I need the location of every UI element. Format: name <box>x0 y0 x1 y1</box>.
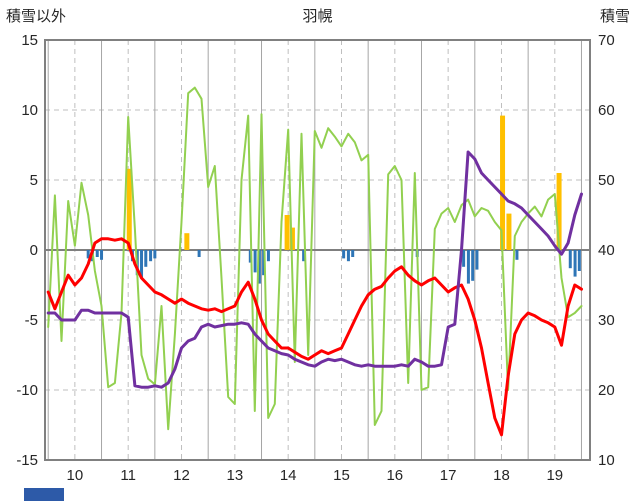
left-tick-label: 0 <box>30 242 38 259</box>
left-tick-label: 10 <box>21 102 38 119</box>
left-axis-title: 積雪以外 <box>6 8 67 25</box>
blue-bar <box>515 250 519 260</box>
blue-bar <box>140 250 144 278</box>
blue-bar <box>475 250 479 270</box>
blue-bar <box>257 250 261 284</box>
blue-bar <box>100 250 104 260</box>
red-line <box>46 237 583 437</box>
left-tick-label: -15 <box>16 452 38 469</box>
blue-bar <box>95 250 99 257</box>
x-tick-label: 17 <box>440 467 457 484</box>
left-tick-label: -5 <box>25 312 38 329</box>
orange-bar <box>289 227 295 250</box>
x-tick-label: 10 <box>67 467 84 484</box>
right-tick-label: 40 <box>598 242 615 259</box>
blue-bar <box>266 250 270 262</box>
orange-bar <box>284 215 290 250</box>
bottom-left-blue-fragment <box>24 488 64 501</box>
blue-bar <box>302 250 306 262</box>
orange-bar <box>556 173 562 250</box>
blue-bar <box>346 250 350 262</box>
orange-bar <box>184 233 190 250</box>
right-tick-label: 20 <box>598 382 615 399</box>
right-tick-label: 70 <box>598 32 615 49</box>
x-tick-label: 16 <box>386 467 403 484</box>
orange-bar <box>506 213 512 250</box>
blue-bar <box>262 250 266 276</box>
blue-bar <box>351 250 355 257</box>
orange-bar <box>126 168 132 250</box>
x-tick-label: 15 <box>333 467 350 484</box>
x-tick-label: 12 <box>173 467 190 484</box>
blue-bar <box>342 250 346 259</box>
blue-bar <box>197 250 201 257</box>
x-tick-label: 14 <box>280 467 297 484</box>
left-tick-label: 15 <box>21 32 38 49</box>
right-tick-label: 50 <box>598 172 615 189</box>
orange-bar <box>500 115 506 250</box>
purple-line <box>46 150 583 389</box>
right-tick-label: 30 <box>598 312 615 329</box>
x-tick-label: 19 <box>546 467 563 484</box>
blue-bar <box>471 250 475 281</box>
x-tick-label: 18 <box>493 467 510 484</box>
x-tick-label: 11 <box>120 467 136 484</box>
x-tick-label: 13 <box>226 467 243 484</box>
plot-border <box>44 39 591 461</box>
blue-bar <box>462 250 466 267</box>
blue-bar <box>248 250 252 263</box>
right-tick-label: 10 <box>598 452 615 469</box>
blue-bar <box>149 250 153 262</box>
chart-title: 羽幌 <box>302 8 333 25</box>
right-tick-label: 60 <box>598 102 615 119</box>
blue-bar <box>253 250 257 273</box>
blue-bar <box>86 250 90 259</box>
left-tick-label: 5 <box>30 172 38 189</box>
blue-bar <box>568 250 572 269</box>
blue-bar <box>153 250 157 259</box>
blue-bar <box>466 250 470 284</box>
left-tick-label: -10 <box>16 382 38 399</box>
blue-bar <box>577 250 581 271</box>
blue-bar <box>144 250 148 267</box>
right-axis-title: 積雪 <box>599 8 630 25</box>
blue-bar <box>573 250 577 277</box>
